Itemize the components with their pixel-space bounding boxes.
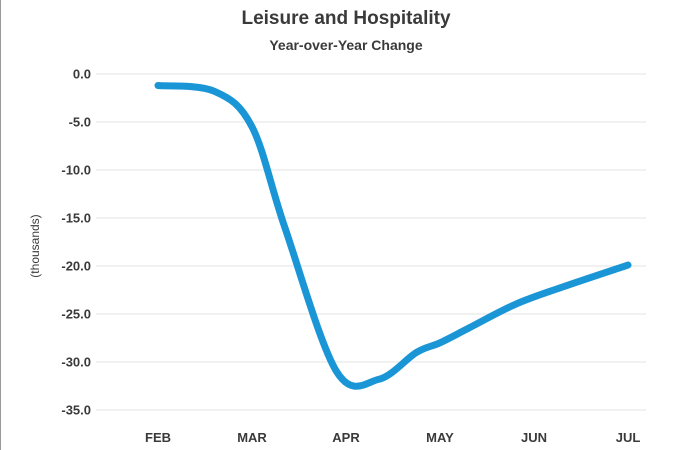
y-tick-label: -15.0 <box>61 211 91 226</box>
y-tick-label: 0.0 <box>73 67 91 82</box>
chart-title: Leisure and Hospitality <box>241 8 450 29</box>
y-axis-ticks: 0.0 -5.0 -10.0 -15.0 -20.0 -25.0 -30.0 -35.0 <box>61 67 91 418</box>
y-tick-label: -10.0 <box>61 163 91 178</box>
y-tick-label: -20.0 <box>61 259 91 274</box>
x-tick-label: JUN <box>521 430 547 445</box>
y-tick-label: -35.0 <box>61 403 91 418</box>
x-tick-label: APR <box>332 430 360 445</box>
y-tick-label: -25.0 <box>61 307 91 322</box>
chart-subtitle: Year-over-Year Change <box>269 37 423 53</box>
series-line <box>154 82 632 390</box>
y-tick-label: -30.0 <box>61 355 91 370</box>
x-tick-label: MAR <box>237 430 267 445</box>
grid-lines <box>96 73 646 411</box>
x-tick-label: FEB <box>145 430 171 445</box>
y-tick-label: -5.0 <box>69 115 91 130</box>
x-axis-ticks: FEB MAR APR MAY JUN JUL <box>145 430 640 445</box>
y-axis-label: (thousands) <box>28 214 42 277</box>
x-tick-label: JUL <box>616 430 641 445</box>
series-layer <box>154 82 632 390</box>
x-tick-label: MAY <box>426 430 454 445</box>
